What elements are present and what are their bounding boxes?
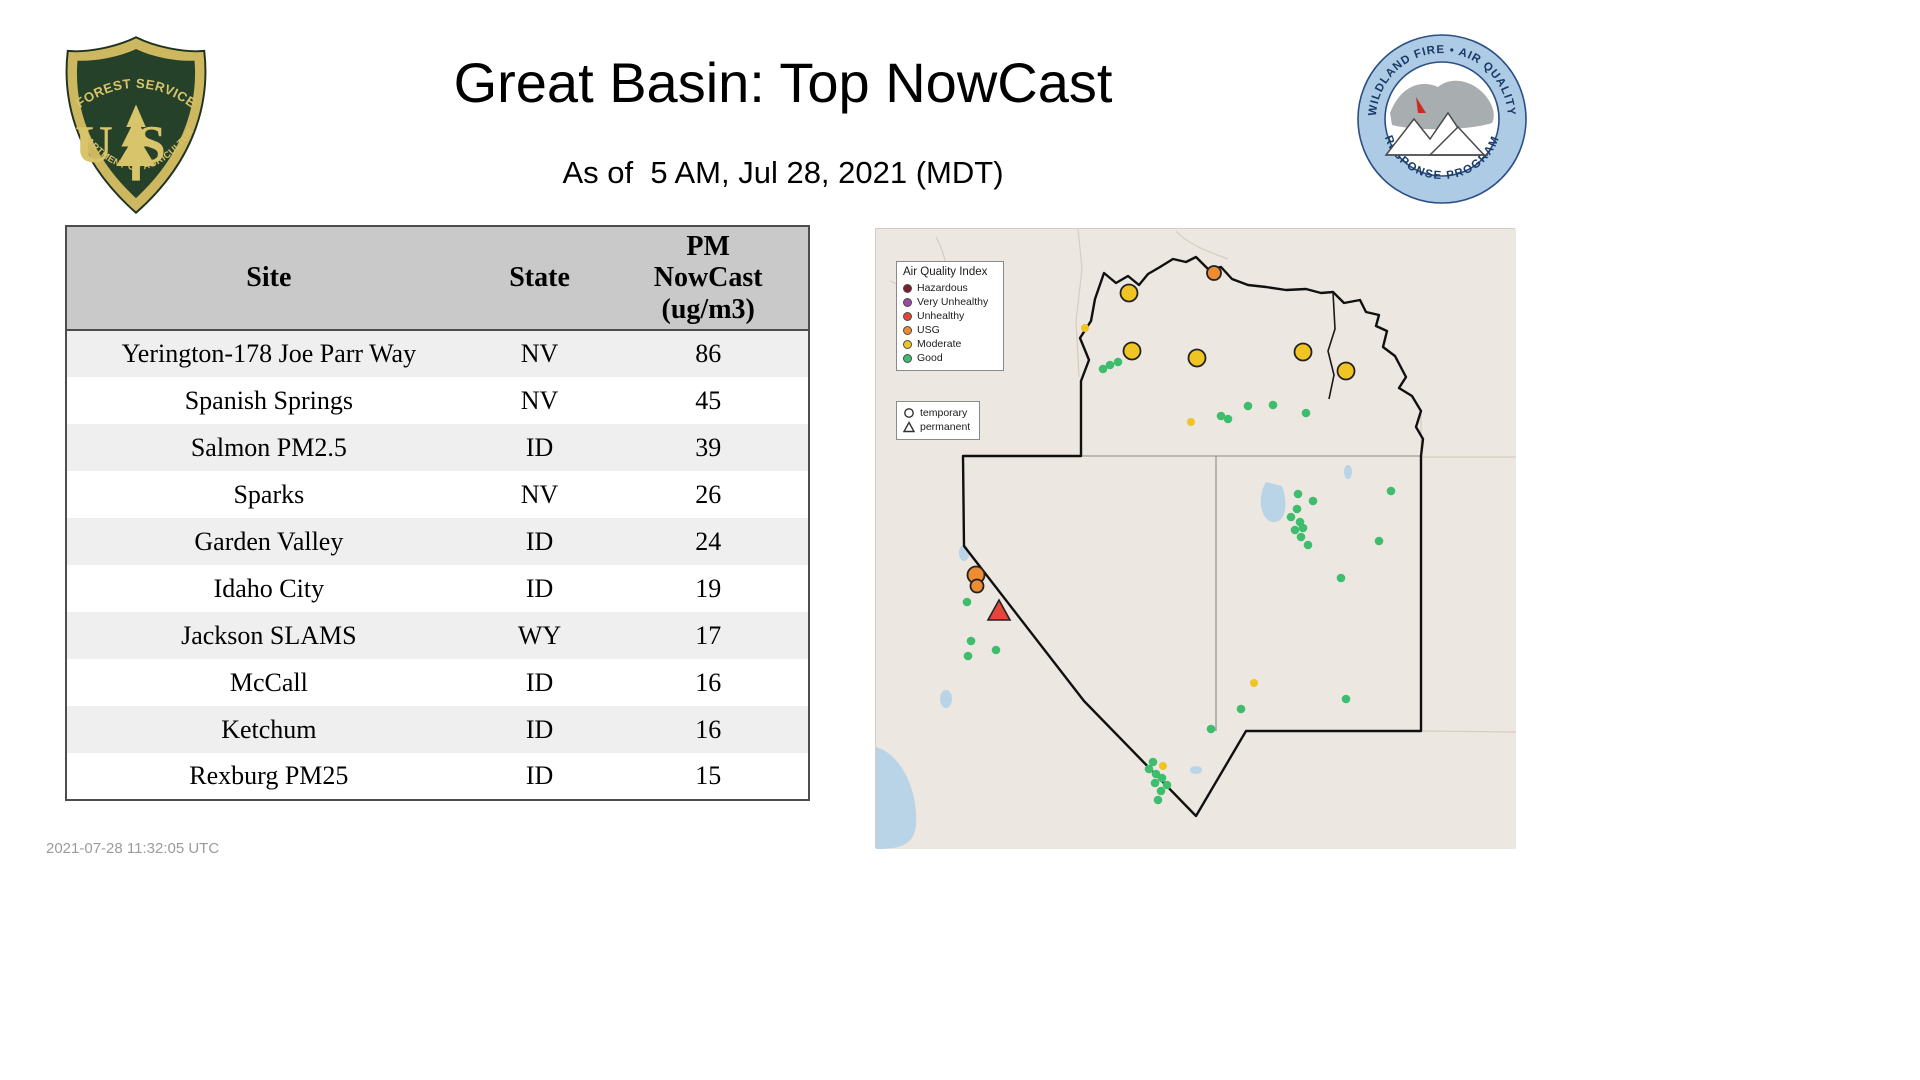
usg-monitors: [966, 265, 1222, 594]
state-cell: NV: [520, 339, 559, 368]
nowcast-cell: 19: [695, 573, 722, 603]
nowcast-cell: 15: [695, 761, 722, 790]
nowcast-table: Site State PM NowCast (ug/m3) Yerington-…: [65, 225, 810, 801]
legend-label: temporary: [920, 407, 968, 419]
moderate-small-monitors: [1081, 324, 1258, 770]
state-cell: NV: [520, 479, 559, 509]
unhealthy-dot-icon: [903, 311, 912, 321]
wfaqrp-badge: WILDLAND FIRE • AIR QUALITY RESPONSE PRO…: [1357, 34, 1527, 204]
nowcast-cell: 16: [695, 714, 722, 744]
legend-label: Hazardous: [917, 282, 968, 294]
legend-item-temporary: temporary: [903, 406, 973, 420]
nowcast-cell: 16: [695, 667, 722, 697]
site-cell: Sparks: [233, 479, 305, 509]
site-cell: Idaho City: [213, 573, 325, 603]
col-header-nowcast: PM NowCast (ug/m3): [608, 226, 809, 331]
site-cell: Yerington-178 Joe Parr Way: [121, 339, 417, 368]
legend-item-moderate: Moderate: [903, 337, 997, 351]
smoke-plume-icon: [1390, 80, 1494, 130]
site-cell: McCall: [229, 667, 308, 697]
nowcast-cell: 86: [695, 339, 722, 368]
legend-label: USG: [917, 324, 940, 336]
state-cell: ID: [525, 432, 554, 462]
site-cell: Rexburg PM25: [189, 761, 349, 790]
state-cell: ID: [525, 667, 554, 697]
table-row: Jackson SLAMS WY 17: [66, 612, 809, 659]
legend-item-unhealthy: Unhealthy: [903, 309, 997, 323]
generation-timestamp: 2021-07-28 11:32:05 UTC: [46, 840, 220, 857]
table-row: Yerington-178 Joe Parr Way NV 86: [66, 330, 809, 377]
good-monitors: [962, 357, 1396, 805]
table-row: Garden Valley ID 24: [66, 518, 809, 565]
state-cell: ID: [525, 573, 554, 603]
aqi-legend: Air Quality Index Hazardous Very Unhealt…: [896, 261, 1004, 371]
legend-label: Very Unhealthy: [917, 296, 989, 308]
very-unhealthy-dot-icon: [903, 297, 912, 307]
usfs-logo: FOREST SERVICE US DEPARTMENT OF AGRICULT…: [54, 24, 214, 220]
good-dot-icon: [903, 353, 912, 363]
aqi-map: Air Quality Index Hazardous Very Unhealt…: [875, 228, 1516, 849]
water-bodies: [876, 465, 1352, 849]
usfs-shield: FOREST SERVICE US DEPARTMENT OF AGRICULT…: [54, 24, 207, 215]
wfaqrp-logo: WILDLAND FIRE • AIR QUALITY RESPONSE PRO…: [1356, 33, 1528, 205]
aqi-legend-title: Air Quality Index: [903, 266, 988, 278]
state-cell: ID: [525, 714, 554, 744]
nowcast-cell: 39: [695, 432, 722, 462]
legend-item-permanent: permanent: [903, 420, 973, 434]
site-cell: Jackson SLAMS: [181, 620, 357, 650]
legend-label: Good: [917, 352, 943, 364]
table-row: Ketchum ID 16: [66, 706, 809, 753]
legend-label: Unhealthy: [917, 310, 965, 322]
header-row: Site State PM NowCast (ug/m3): [66, 226, 809, 331]
table-row: McCall ID 16: [66, 659, 809, 706]
col-header-site: Site: [66, 226, 471, 331]
table-row: Idaho City ID 19: [66, 565, 809, 612]
nowcast-cell: 26: [695, 479, 722, 509]
page-title: Great Basin: Top NowCast: [453, 51, 1113, 114]
table-row: Spanish Springs NV 45: [66, 377, 809, 424]
legend-item-good: Good: [903, 351, 997, 365]
site-cell: Garden Valley: [194, 526, 344, 556]
state-cell: ID: [525, 526, 554, 556]
hazardous-dot-icon: [903, 283, 912, 293]
legend-item-very-unhealthy: Very Unhealthy: [903, 295, 997, 309]
site-cell: Salmon PM2.5: [190, 432, 347, 462]
legend-item-hazardous: Hazardous: [903, 281, 997, 295]
state-cell: NV: [520, 385, 559, 415]
gacc-boundary: [961, 255, 1425, 818]
nowcast-cell: 17: [695, 620, 722, 650]
table-row: Sparks NV 26: [66, 471, 809, 518]
pine-tree-icon: [116, 104, 156, 181]
table-row: Salmon PM2.5 ID 39: [66, 424, 809, 471]
site-cell: Ketchum: [221, 714, 317, 744]
unhealthy-permanent-monitor: [986, 598, 1012, 621]
permanent-marker-icon: [903, 421, 915, 433]
site-cell: Spanish Springs: [184, 385, 354, 415]
nowcast-cell: 45: [695, 385, 722, 415]
col-header-state: State: [470, 226, 609, 331]
fire-flag-icon: [1416, 97, 1426, 113]
moderate-temporary-monitors: [1119, 283, 1356, 381]
marker-type-legend: temporary permanent: [896, 401, 980, 440]
moderate-dot-icon: [903, 339, 912, 349]
legend-item-usg: USG: [903, 323, 997, 337]
state-cell: ID: [525, 761, 554, 790]
usg-dot-icon: [903, 325, 912, 335]
nowcast-cell: 24: [695, 526, 722, 556]
table-row: Rexburg PM25 ID 15: [66, 753, 809, 800]
legend-label: Moderate: [917, 338, 962, 350]
report-datetime: As of 5 AM, Jul 28, 2021 (MDT): [562, 155, 1004, 190]
temporary-marker-icon: [904, 408, 914, 418]
state-cell: WY: [517, 620, 562, 650]
legend-label: permanent: [920, 421, 971, 433]
wyoming-west-border: [1327, 291, 1336, 400]
